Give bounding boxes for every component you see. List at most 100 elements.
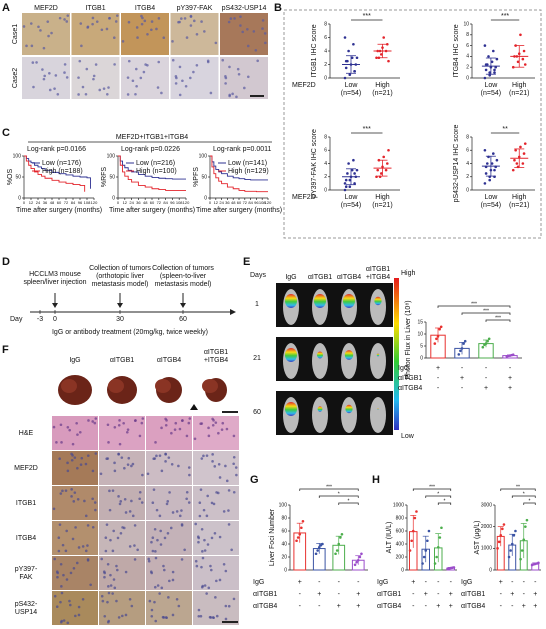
x-tick-label: 72	[243, 200, 248, 205]
data-point	[422, 555, 426, 559]
x-tick-label: 108	[84, 200, 91, 205]
nucleus	[167, 596, 170, 599]
y-tick-label: 2000	[481, 524, 492, 530]
category-label: Low	[345, 194, 359, 201]
ihc-image	[52, 451, 98, 485]
ihc-image	[52, 486, 98, 520]
y-tick-label: 0	[324, 75, 327, 81]
nucleus	[205, 454, 209, 457]
nucleus	[211, 423, 215, 427]
nucleus	[155, 454, 158, 458]
treatment-sign: +	[356, 603, 360, 610]
y-tick-label: 2	[466, 174, 469, 180]
nucleus	[185, 497, 188, 501]
nucleus	[68, 428, 71, 432]
data-point	[462, 342, 465, 345]
significance-label: ***	[501, 13, 509, 20]
nucleus	[206, 543, 210, 546]
y-tick-label: 100	[279, 502, 288, 508]
category-label: High	[375, 194, 390, 201]
nucleus	[212, 616, 215, 620]
nucleus	[91, 420, 95, 423]
event-note: Collection of tumors	[89, 265, 151, 272]
data-point	[301, 519, 305, 523]
treatment-sign: -	[450, 579, 453, 586]
nucleus	[69, 571, 73, 575]
nucleus	[138, 434, 142, 438]
treatment-label: IgG	[253, 579, 264, 586]
nucleus	[42, 77, 46, 81]
significance-label: *	[529, 498, 531, 504]
y-axis-label: ITGB4 IHC score	[453, 24, 460, 77]
nucleus	[157, 60, 161, 64]
data-point	[387, 59, 390, 63]
arrowhead	[117, 303, 123, 308]
data-point	[344, 185, 348, 188]
data-point	[481, 345, 485, 349]
nucleus	[62, 573, 65, 577]
data-point	[520, 549, 524, 552]
nucleus	[197, 540, 200, 544]
nucleus	[227, 523, 231, 526]
nucleus	[160, 469, 164, 473]
nucleus	[56, 575, 59, 579]
nucleus	[225, 427, 229, 431]
data-point	[348, 185, 352, 188]
treatment-sign: -	[412, 591, 415, 598]
legend-label: High (n=100)	[136, 168, 177, 175]
nucleus	[200, 20, 203, 23]
nucleus	[233, 17, 236, 20]
significance-bracket	[523, 502, 536, 505]
nucleus	[188, 417, 192, 420]
y-tick-label: 0	[489, 567, 492, 573]
y-tick-label: 100	[107, 153, 116, 159]
data-point	[519, 557, 522, 561]
data-point	[495, 158, 499, 162]
x-tick-label: 60	[57, 200, 62, 205]
data-point	[519, 145, 522, 149]
data-point	[522, 49, 526, 53]
ihc-image	[193, 451, 239, 485]
nucleus	[50, 31, 53, 35]
nucleus	[173, 428, 177, 431]
data-point	[436, 335, 440, 338]
treatment-sign: -	[357, 579, 360, 586]
column-header: +ITGB4	[204, 357, 228, 364]
nucleus	[261, 19, 265, 22]
nucleus	[46, 20, 50, 23]
nucleus	[178, 65, 182, 69]
nucleus	[91, 22, 94, 26]
nucleus	[53, 87, 56, 90]
panel-label: G	[250, 474, 259, 486]
nucleus	[200, 527, 204, 531]
nucleus	[197, 614, 201, 618]
significance-bracket	[461, 312, 511, 315]
event-note: (orthotopic liver	[96, 273, 145, 280]
data-point	[353, 563, 357, 567]
nucleus	[164, 460, 167, 463]
nucleus	[117, 495, 120, 498]
data-point	[348, 178, 352, 182]
x-tick-label: 0	[23, 200, 26, 205]
ihc-image	[71, 13, 120, 55]
treatment-sign: -	[523, 591, 526, 598]
nucleus	[194, 559, 198, 563]
data-point	[511, 353, 515, 356]
y-tick-label: 50	[15, 174, 21, 180]
y-axis-label: %OS	[7, 169, 14, 186]
data-point	[410, 539, 413, 543]
nucleus	[91, 497, 94, 501]
nucleus	[104, 536, 108, 539]
arrowhead	[52, 303, 58, 308]
nucleus	[203, 549, 207, 552]
treatment-label: IgG	[398, 365, 409, 372]
nucleus	[60, 585, 63, 588]
nucleus	[171, 578, 175, 582]
x-axis-label: Time after surgery (months)	[196, 207, 282, 214]
nucleus	[117, 453, 120, 456]
data-point	[493, 68, 496, 72]
data-point	[350, 56, 354, 60]
nucleus	[187, 421, 191, 425]
nucleus	[113, 425, 117, 429]
y-tick-label: 0	[204, 195, 207, 201]
